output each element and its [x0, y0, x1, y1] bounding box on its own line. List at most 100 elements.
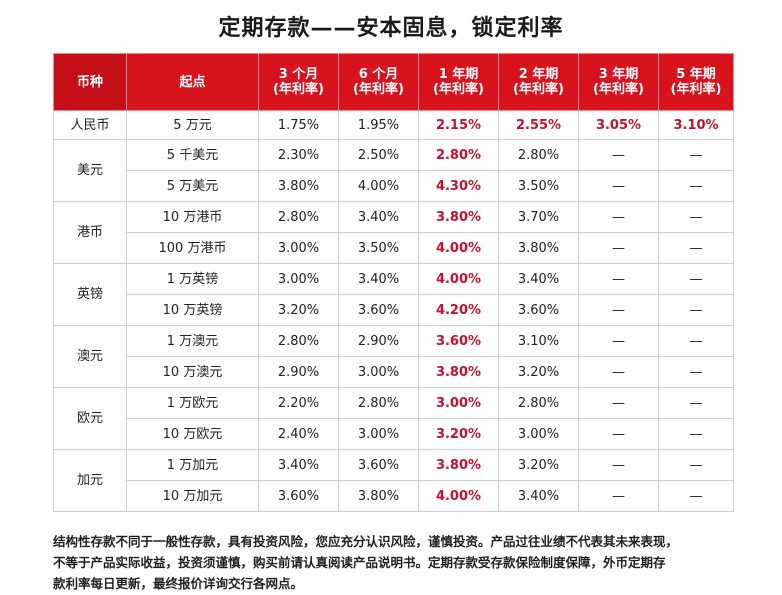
header-3-year: 3 年期 (年利率) [578, 53, 659, 111]
rate-3-year: — [578, 170, 659, 202]
minimum-cell: 100 万港币 [126, 232, 259, 264]
rate-6-month: 3.60% [338, 449, 419, 481]
table-row: 加元 1 万加元 3.40% 3.60% 3.80% 3.20% — — [53, 449, 734, 512]
minimum-cell: 10 万加元 [126, 480, 259, 512]
rate-2-year: 2.80% [498, 139, 579, 171]
rate-5-year: — [658, 170, 734, 202]
rate-1-year: 3.60% [418, 325, 499, 357]
rate-5-year: — [658, 294, 734, 326]
rate-2-year: 3.20% [498, 449, 579, 481]
rate-1-year: 3.80% [418, 201, 499, 233]
table-row: 英镑 1 万英镑 3.00% 3.40% 4.00% 3.40% — — [53, 263, 734, 326]
rate-5-year: — [658, 263, 734, 295]
rate-5-year: — [658, 480, 734, 512]
rate-1-year: 4.20% [418, 294, 499, 326]
header-2-year-note: (年利率) [513, 82, 564, 97]
rate-3-month: 1.75% [258, 110, 339, 140]
disclaimer-line: 结构性存款不同于一般性存款，具有投资风险，您应充分认识风险，谨慎投资。产品过往业… [53, 534, 679, 549]
minimum-cell: 1 万英镑 [126, 263, 259, 295]
table-row: 欧元 1 万欧元 2.20% 2.80% 3.00% 2.80% — — [53, 387, 734, 450]
rate-2-year: 3.00% [498, 418, 579, 450]
currency-cell-usd: 美元 [53, 139, 127, 202]
currency-cell-aud: 澳元 [53, 325, 127, 388]
rate-3-month: 3.80% [258, 170, 339, 202]
rate-1-year: 4.00% [418, 263, 499, 295]
rate-2-year: 3.20% [498, 356, 579, 388]
disclaimer-line: 不等于产品实际收益，投资须谨慎，购买前请认真阅读产品说明书。定期存款受存款保险制… [53, 555, 666, 570]
table-row: 10 万澳元 2.90% 3.00% 3.80% 3.20% — — [54, 356, 734, 388]
header-currency: 币种 [53, 53, 127, 111]
currency-cell-cny: 人民币 [53, 110, 127, 140]
rate-6-month: 3.40% [338, 263, 419, 295]
table-row: 澳元 1 万澳元 2.80% 2.90% 3.60% 3.10% — — [53, 325, 734, 388]
minimum-cell: 5 千美元 [126, 139, 259, 171]
rate-1-year: 2.15% [418, 110, 499, 140]
rate-3-year: — [578, 139, 659, 171]
rate-3-year: — [578, 325, 659, 357]
rate-6-month: 3.60% [338, 294, 419, 326]
rate-3-year: — [578, 294, 659, 326]
minimum-cell: 5 万元 [126, 110, 259, 140]
header-1-year-term: 1 年期 [438, 67, 479, 82]
rate-2-year: 2.80% [498, 387, 579, 419]
disclaimer-line: 款利率每日更新，最终报价详询交行各网点。 [53, 576, 304, 591]
rate-3-month: 3.00% [258, 263, 339, 295]
risk-disclaimer: 结构性存款不同于一般性存款，具有投资风险，您应充分认识风险，谨慎投资。产品过往业… [53, 531, 753, 594]
rate-3-month: 3.60% [258, 480, 339, 512]
rate-2-year: 3.10% [498, 325, 579, 357]
rate-6-month: 2.80% [338, 387, 419, 419]
header-3-month-term: 3 个月 [278, 67, 319, 82]
minimum-cell: 10 万英镑 [126, 294, 259, 326]
table-row: 人民币 5 万元 1.75% 1.95% 2.15% 2.55% 3.05% 3… [53, 110, 734, 140]
minimum-cell: 10 万澳元 [126, 356, 259, 388]
rate-3-year: 3.05% [578, 110, 659, 140]
rate-3-month: 2.30% [258, 139, 339, 171]
rate-3-month: 3.40% [258, 449, 339, 481]
header-6-month-term: 6 个月 [358, 67, 399, 82]
rate-6-month: 2.50% [338, 139, 419, 171]
rate-5-year: — [658, 201, 734, 233]
table-row: 100 万港币 3.00% 3.50% 4.00% 3.80% — — [54, 232, 734, 264]
header-1-year: 1 年期 (年利率) [418, 53, 499, 111]
rate-5-year: — [658, 356, 734, 388]
rate-2-year: 3.50% [498, 170, 579, 202]
rate-6-month: 4.00% [338, 170, 419, 202]
rate-3-month: 2.20% [258, 387, 339, 419]
rate-3-year: — [578, 263, 659, 295]
rate-1-year: 2.80% [418, 139, 499, 171]
header-5-year-note: (年利率) [670, 82, 722, 97]
rate-2-year: 3.80% [498, 232, 579, 264]
header-minimum: 起点 [126, 53, 259, 111]
minimum-cell: 1 万澳元 [126, 325, 259, 357]
rate-3-year: — [578, 356, 659, 388]
rate-3-year: — [578, 232, 659, 264]
header-1-year-note: (年利率) [433, 82, 484, 97]
minimum-cell: 1 万欧元 [126, 387, 259, 419]
currency-cell-cad: 加元 [53, 449, 127, 512]
minimum-cell: 10 万欧元 [126, 418, 259, 450]
minimum-cell: 1 万加元 [126, 449, 259, 481]
rate-5-year: — [658, 418, 734, 450]
rate-3-month: 2.40% [258, 418, 339, 450]
rate-1-year: 3.20% [418, 418, 499, 450]
rate-5-year: — [658, 325, 734, 357]
header-5-year: 5 年期 (年利率) [658, 53, 734, 111]
header-3-year-term: 3 年期 [598, 67, 639, 82]
rate-3-month: 2.80% [258, 325, 339, 357]
rate-6-month: 3.50% [338, 232, 419, 264]
rate-3-year: — [578, 387, 659, 419]
table-header-row: 币种 起点 3 个月 (年利率) 6 个月 (年利率) 1 年期 (年利率) 2 年期… [53, 53, 734, 111]
rate-6-month: 3.00% [338, 356, 419, 388]
currency-cell-gbp: 英镑 [53, 263, 127, 326]
rate-3-month: 3.00% [258, 232, 339, 264]
rate-6-month: 1.95% [338, 110, 419, 140]
rate-1-year: 3.80% [418, 356, 499, 388]
header-3-month-note: (年利率) [273, 82, 324, 97]
table-row: 5 万美元 3.80% 4.00% 4.30% 3.50% — — [54, 170, 734, 202]
rate-6-month: 3.80% [338, 480, 419, 512]
page-title: 定期存款——安本固息，锁定利率 [218, 16, 564, 41]
currency-cell-eur: 欧元 [53, 387, 127, 450]
rate-3-month: 2.90% [258, 356, 339, 388]
table-row: 10 万英镑 3.20% 3.60% 4.20% 3.60% — — [54, 294, 734, 326]
currency-cell-hkd: 港币 [53, 201, 127, 264]
